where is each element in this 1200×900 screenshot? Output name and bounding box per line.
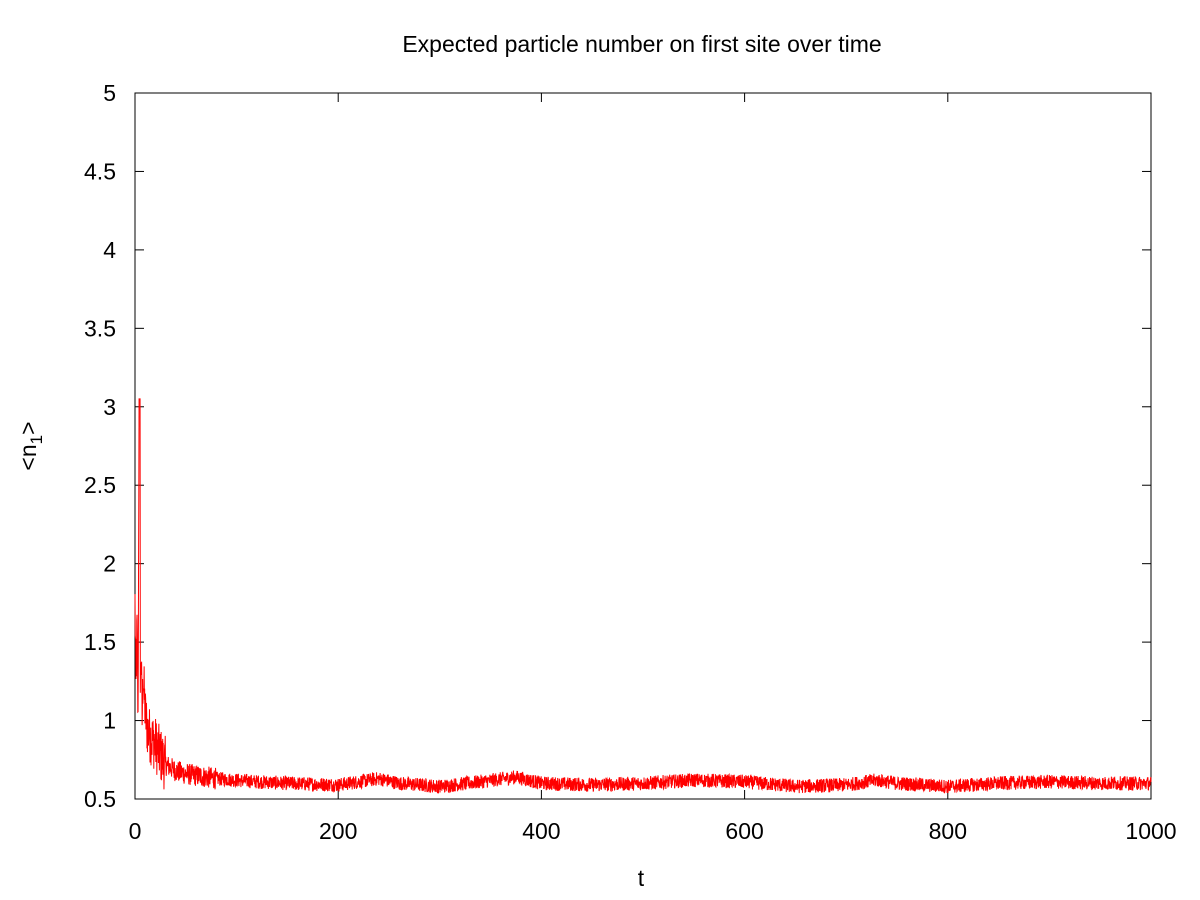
y-tick-label: 4 bbox=[103, 237, 116, 263]
series-layer bbox=[134, 398, 1152, 794]
y-tick-label: 1 bbox=[103, 708, 116, 734]
y-axis-label-end: > bbox=[15, 421, 41, 434]
y-axis-label-subscript: 1 bbox=[27, 435, 46, 444]
y-tick-label: 0.5 bbox=[84, 786, 116, 812]
y-tick-label: 5 bbox=[103, 80, 116, 106]
x-axis: 0 200 400 600 800 1000 bbox=[129, 93, 1177, 844]
plot-frame bbox=[134, 92, 1152, 800]
x-tick-label: 600 bbox=[725, 818, 763, 844]
y-axis-label: <n1> bbox=[15, 421, 46, 470]
y-tick-label: 1.5 bbox=[84, 629, 116, 655]
x-axis-label: t bbox=[638, 865, 645, 891]
x-tick-label: 400 bbox=[522, 818, 560, 844]
y-tick-label: 4.5 bbox=[84, 158, 116, 184]
series-line bbox=[134, 398, 1152, 794]
x-tick-label: 1000 bbox=[1125, 818, 1176, 844]
y-axis: 0.5 1 1.5 2 2.5 3 3.5 4 4.5 5 bbox=[84, 80, 1151, 812]
x-tick-label: 200 bbox=[319, 818, 357, 844]
y-tick-label: 3 bbox=[103, 394, 116, 420]
y-tick-label: 2 bbox=[103, 551, 116, 577]
y-axis-label-main: <n bbox=[15, 444, 41, 470]
x-tick-label: 0 bbox=[129, 818, 142, 844]
y-tick-label: 2.5 bbox=[84, 472, 116, 498]
y-tick-label: 3.5 bbox=[84, 315, 116, 341]
chart-title: Expected particle number on first site o… bbox=[402, 31, 881, 57]
x-tick-label: 800 bbox=[929, 818, 967, 844]
